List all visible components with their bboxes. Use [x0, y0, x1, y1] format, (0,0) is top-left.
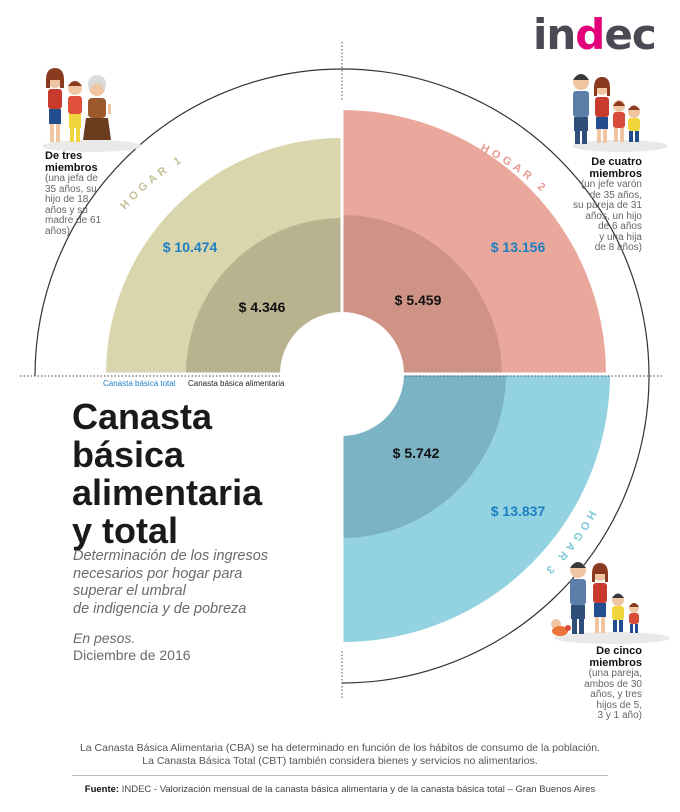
hogar-1-description: De tres miembros (una jefa de 35 años, su… — [45, 150, 102, 237]
hogar-2-cbt-value: $ 13.156 — [491, 239, 546, 255]
footer-notes: La Canasta Básica Alimentaria (CBA) se h… — [79, 742, 601, 767]
page-subtitle: Determinación de los ingresos necesarios… — [73, 548, 269, 617]
center-hole — [280, 312, 404, 436]
hogar-2-description: De cuatro miembros (un jefe varón de 35 a… — [573, 156, 642, 253]
family-of-three-icon — [42, 68, 142, 152]
outer-ring-arc-hogar-1 — [34, 68, 343, 377]
outer-ring-arc-hogar-2 — [341, 68, 650, 377]
legend-cbt: Canasta básica total — [103, 379, 176, 388]
hogar-3-description: De cinco miembros (una pareja, ambos de 3… — [584, 645, 642, 721]
hogar-2-cba-value: $ 5.459 — [395, 292, 442, 308]
family-of-four-icon — [572, 74, 668, 152]
source-note: Fuente: INDEC - Valorización mensual de … — [84, 784, 596, 795]
svg-text:HOGAR 1: HOGAR 1 — [118, 153, 186, 212]
hogar-1-cbt-value: $ 10.474 — [163, 239, 218, 255]
page-title: Canasta básica alimentaria y total — [72, 396, 263, 551]
hogar-1-cba-value: $ 4.346 — [239, 299, 286, 315]
hogar-3-cbt-value: $ 13.837 — [491, 503, 546, 519]
hogar-3-cba-value: $ 5.742 — [393, 445, 440, 461]
outer-ring-arc-hogar-3 — [341, 375, 650, 684]
hogar-1-arc-label: HOGAR 1 — [118, 153, 182, 212]
indec-logo: indec — [533, 10, 657, 59]
legend-cba: Canasta básica alimentaria — [188, 379, 285, 388]
units-and-period: En pesos. Diciembre de 2016 — [73, 630, 191, 663]
source-divider — [72, 775, 608, 776]
family-of-five-icon — [551, 562, 670, 644]
